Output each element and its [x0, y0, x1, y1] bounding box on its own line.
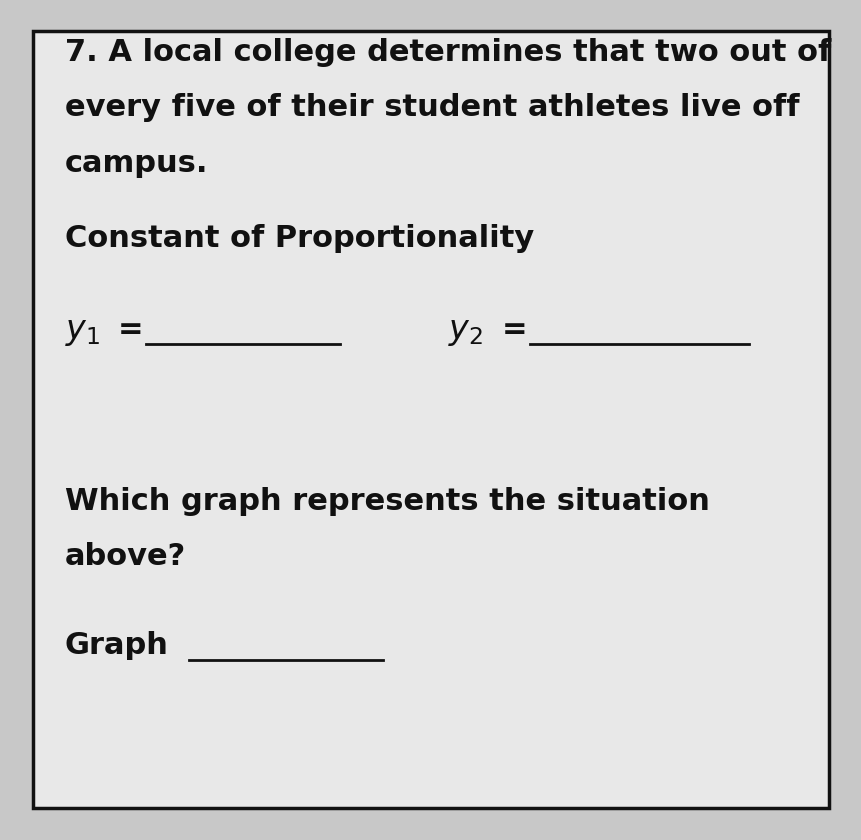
FancyBboxPatch shape	[33, 31, 829, 808]
Text: $y_2$: $y_2$	[448, 315, 483, 348]
Text: every five of their student athletes live off: every five of their student athletes liv…	[65, 93, 799, 123]
Text: =: =	[502, 315, 528, 344]
Text: 7. A local college determines that two out of: 7. A local college determines that two o…	[65, 38, 831, 67]
Text: $y_1$: $y_1$	[65, 315, 100, 348]
Text: Graph: Graph	[65, 631, 169, 660]
Text: Which graph represents the situation: Which graph represents the situation	[65, 487, 709, 516]
Text: =: =	[118, 315, 144, 344]
Text: above?: above?	[65, 543, 186, 571]
Text: Constant of Proportionality: Constant of Proportionality	[65, 223, 534, 253]
Text: campus.: campus.	[65, 149, 208, 178]
